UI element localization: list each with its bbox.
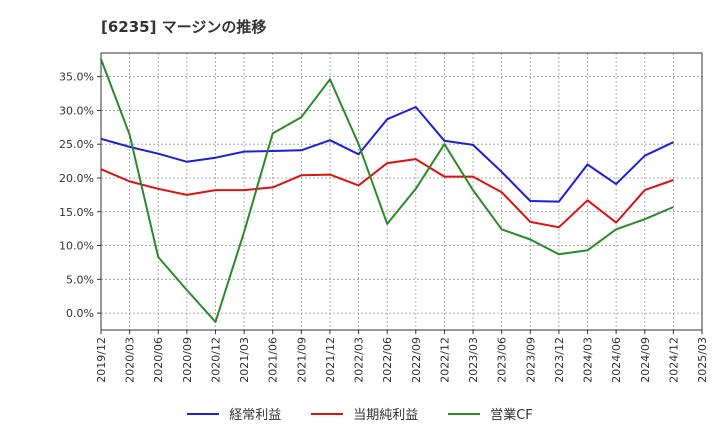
legend-swatch-operating-cf — [448, 412, 481, 415]
x-tick-label: 2020/12 — [209, 337, 222, 383]
legend-item-net-profit: 当期純利益 — [311, 404, 418, 423]
y-tick-label: 0.0% — [66, 307, 94, 320]
x-tick-label: 2021/12 — [324, 337, 337, 383]
y-tick-label: 25.0% — [59, 138, 94, 151]
x-tick-label: 2020/03 — [124, 337, 137, 383]
x-tick-label: 2021/03 — [238, 337, 251, 383]
legend-swatch-ordinary-profit — [187, 412, 220, 415]
x-tick-label: 2021/06 — [267, 337, 280, 383]
x-tick-label: 2023/12 — [553, 337, 566, 383]
x-tick-label: 2023/09 — [524, 337, 537, 383]
grid-lines — [101, 53, 702, 330]
series-line-0 — [100, 106, 674, 203]
y-axis: 0.0% 5.0% 10.0% 15.0% 20.0% 25.0% 30.0% 35.0% — [59, 71, 101, 320]
x-tick-label: 2023/03 — [467, 337, 480, 383]
x-tick-label: 2022/12 — [438, 337, 451, 383]
x-tick-label: 2024/09 — [639, 337, 652, 383]
legend: 経常利益 当期純利益 営業CF — [0, 404, 720, 423]
legend-label-operating-cf: 営業CF — [490, 408, 533, 423]
chart-title: [6235] マージンの推移 — [101, 18, 267, 36]
x-tick-label: 2020/06 — [152, 337, 165, 383]
x-tick-label: 2023/06 — [496, 337, 509, 383]
series-lines — [100, 58, 674, 323]
legend-item-ordinary-profit: 経常利益 — [187, 404, 281, 423]
x-tick-label: 2022/06 — [381, 337, 394, 383]
plot-frame — [100, 52, 703, 331]
y-tick-label: 5.0% — [66, 273, 94, 286]
y-tick-label: 10.0% — [59, 240, 94, 253]
legend-label-net-profit: 当期純利益 — [353, 408, 419, 423]
x-tick-label: 2025/03 — [696, 337, 709, 383]
series-line-2 — [100, 58, 674, 323]
y-tick-label: 15.0% — [59, 206, 94, 219]
y-tick-label: 35.0% — [59, 71, 94, 84]
series-line-1 — [100, 158, 674, 229]
legend-swatch-net-profit — [311, 412, 344, 415]
x-tick-label: 2021/09 — [295, 337, 308, 383]
x-tick-label: 2022/03 — [353, 337, 366, 383]
x-tick-label: 2022/09 — [410, 337, 423, 383]
x-axis: 2019/12 2020/03 2020/06 2020/09 2020/12 2021/… — [95, 330, 709, 383]
legend-item-operating-cf: 営業CF — [448, 404, 533, 423]
x-tick-label: 2020/09 — [181, 337, 194, 383]
legend-label-ordinary-profit: 経常利益 — [229, 408, 282, 423]
x-tick-label: 2024/03 — [582, 337, 595, 383]
y-tick-label: 30.0% — [59, 104, 94, 117]
x-tick-label: 2024/12 — [667, 337, 680, 383]
x-tick-label: 2019/12 — [95, 337, 108, 383]
y-tick-label: 20.0% — [59, 172, 94, 185]
x-tick-label: 2024/06 — [610, 337, 623, 383]
